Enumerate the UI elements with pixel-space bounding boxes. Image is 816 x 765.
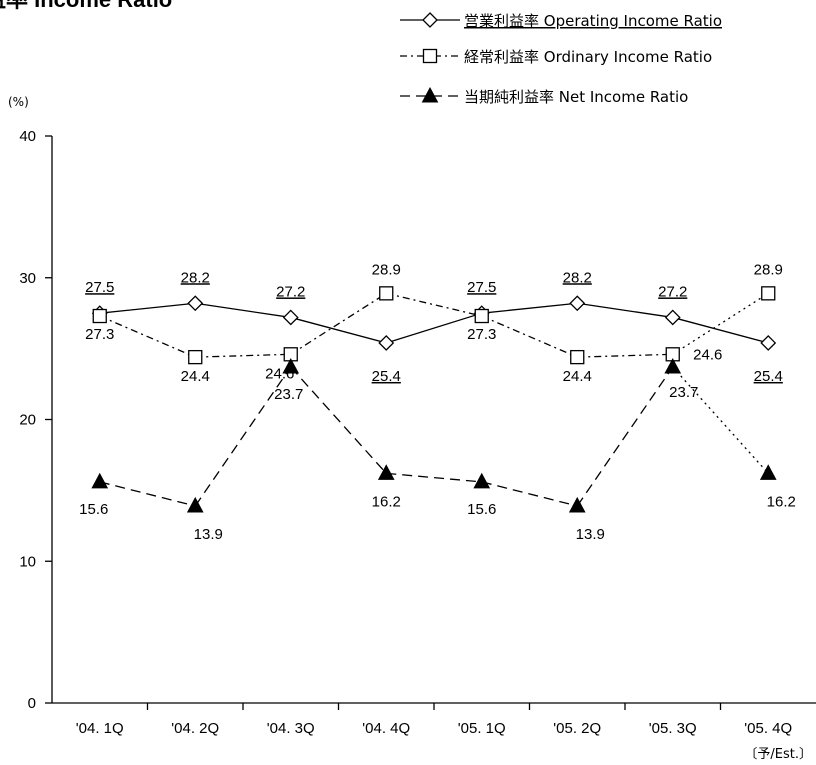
series-3-segment	[290, 366, 387, 474]
x-tick-label: '05. 3Q	[649, 720, 697, 737]
x-tick-label: '05. 2Q	[553, 720, 601, 737]
diamond-marker	[664, 309, 681, 326]
y-tick-label: 10	[19, 553, 36, 570]
series-1-segment	[99, 302, 196, 314]
legend-diamond-icon	[422, 12, 438, 28]
series-3-segment	[99, 481, 196, 507]
square-marker	[92, 308, 107, 324]
legend-label: 営業利益率 Operating Income Ratio	[464, 12, 722, 30]
triangle-marker	[282, 357, 300, 374]
diamond-marker	[282, 309, 299, 326]
x-tick-label: '04. 4Q	[362, 720, 410, 737]
data-label: 16.2	[767, 493, 796, 510]
series-2-segment	[481, 315, 578, 358]
y-axis-unit-label: (%)	[8, 95, 29, 109]
series-3-segment	[576, 366, 674, 507]
y-tick-label: 30	[19, 270, 36, 287]
x-tick-label: '05. 1Q	[458, 720, 506, 737]
chart-title: 利益率 Income Ratio	[0, 0, 172, 12]
data-label: 16.2	[372, 493, 401, 510]
series-3-segment	[386, 472, 482, 483]
series-3-segment	[481, 481, 578, 507]
data-label: 24.4	[563, 368, 592, 385]
data-label: 15.6	[467, 501, 496, 518]
x-tick-label: '04. 1Q	[76, 720, 124, 737]
triangle-marker	[473, 472, 491, 489]
legend-label: 経常利益率 Ordinary Income Ratio	[464, 48, 712, 66]
data-label: 25.4	[372, 368, 401, 385]
estimate-note: 〔予/Est.〕	[744, 747, 812, 762]
data-label: 24.6	[265, 365, 294, 382]
x-tick-label: '04. 2Q	[171, 720, 219, 737]
series-3-segment	[194, 366, 292, 507]
data-label: 28.2	[181, 269, 210, 286]
x-tick-label: '05. 4Q	[744, 720, 792, 737]
y-tick-label: 20	[19, 412, 36, 429]
series-1-segment	[577, 302, 673, 319]
diamond-marker	[378, 335, 395, 351]
legend-label: 当期純利益率 Net Income Ratio	[464, 88, 688, 106]
series-2-segment	[195, 353, 291, 358]
legend-square-icon	[422, 48, 438, 64]
triangle-marker	[759, 464, 777, 480]
series-1-segment	[290, 316, 387, 344]
data-label: 23.7	[274, 386, 303, 403]
series-2-segment	[386, 292, 482, 317]
series-1-segment	[481, 302, 578, 314]
diamond-marker	[569, 295, 586, 312]
data-label: 23.7	[669, 384, 698, 401]
series-2-segment	[99, 315, 196, 358]
data-label: 27.5	[85, 279, 114, 296]
data-label: 27.3	[85, 326, 114, 343]
data-label: 13.9	[194, 526, 223, 543]
square-marker	[379, 286, 394, 301]
square-marker	[570, 349, 585, 365]
data-label: 27.5	[467, 279, 496, 296]
data-label: 25.4	[754, 368, 783, 385]
data-label: 28.9	[372, 261, 401, 278]
triangle-marker	[91, 472, 109, 489]
data-label: 28.9	[754, 261, 783, 278]
data-label: 24.6	[693, 346, 722, 363]
diamond-marker	[187, 295, 204, 312]
legend-triangle-icon	[421, 86, 439, 103]
data-label: 27.2	[276, 283, 305, 300]
data-label: 13.9	[576, 526, 605, 543]
data-label: 15.6	[79, 501, 108, 518]
series-2-segment	[672, 292, 769, 355]
square-marker	[761, 286, 776, 301]
y-tick-label: 0	[28, 695, 36, 712]
triangle-marker	[568, 496, 586, 513]
data-label: 28.2	[563, 269, 592, 286]
data-label: 27.2	[658, 283, 687, 300]
triangle-marker	[377, 464, 395, 480]
diamond-marker	[760, 335, 777, 351]
series-1-segment	[386, 312, 482, 344]
series-2-segment	[577, 353, 673, 358]
x-tick-label: '04. 3Q	[267, 720, 315, 737]
square-marker	[188, 349, 203, 365]
series-1-segment	[672, 316, 769, 344]
series-1-segment	[195, 302, 291, 319]
triangle-marker	[664, 357, 682, 374]
data-label: 27.3	[467, 326, 496, 343]
series-2-segment	[290, 292, 387, 355]
data-label: 24.4	[181, 368, 210, 385]
triangle-marker	[186, 496, 204, 513]
y-tick-label: 40	[19, 128, 36, 145]
square-marker	[474, 308, 489, 324]
